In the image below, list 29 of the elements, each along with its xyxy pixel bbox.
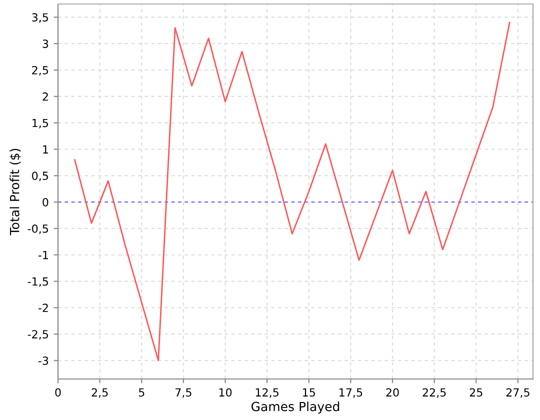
line-series xyxy=(74,22,510,362)
y-tick-label: -2 xyxy=(38,304,48,312)
x-axis-title: Games Played xyxy=(252,402,340,414)
y-tick-label: -1,5 xyxy=(28,277,48,287)
y-tick-label: 1 xyxy=(43,145,48,154)
x-tick-label: 5 xyxy=(138,388,144,397)
y-tick-label: 1,5 xyxy=(32,118,48,128)
y-tick-label: -3 xyxy=(38,356,48,365)
y-tick-label: 3 xyxy=(42,40,48,48)
y-axis-title: Total Profit ($) xyxy=(10,148,21,236)
y-tick-label: -2,5 xyxy=(28,330,48,340)
x-tick-label: 0 xyxy=(55,388,61,397)
y-tick-label: 0,5 xyxy=(32,172,48,182)
x-tick-label: 20 xyxy=(386,388,399,397)
y-tick-label: 2,5 xyxy=(32,66,48,76)
y-tick-label: 0 xyxy=(42,198,48,206)
y-tick-label: -1 xyxy=(38,251,48,260)
y-tick-label: 2 xyxy=(42,92,48,101)
x-tick-label: 22,5 xyxy=(422,388,446,398)
x-tick-label: 10 xyxy=(219,388,232,397)
x-tick-label: 2,5 xyxy=(92,388,108,398)
x-tick-label: 27,5 xyxy=(506,388,530,398)
x-tick-label: 7,5 xyxy=(176,388,192,398)
x-tick-label: 12,5 xyxy=(256,388,278,398)
x-tick-label: 25 xyxy=(470,388,482,397)
y-tick-label: -0,5 xyxy=(28,224,48,234)
x-tick-label: 15 xyxy=(303,388,315,397)
y-tick-label: 3,5 xyxy=(32,13,48,23)
x-tick-label: 17,5 xyxy=(340,388,362,398)
